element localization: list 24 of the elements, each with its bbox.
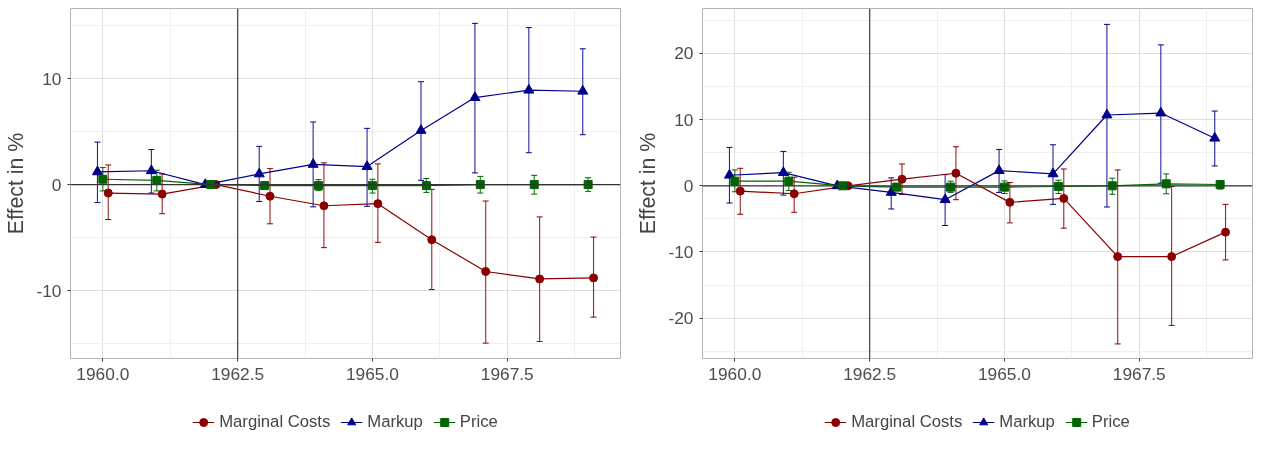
x-tick-label: 1960.0 <box>708 363 762 384</box>
y-tick-label: 0 <box>51 174 62 195</box>
x-tick-label: 1965.0 <box>977 363 1031 384</box>
x-tick-label: 1962.5 <box>843 363 897 384</box>
legend-label: Markup <box>999 412 1055 432</box>
x-tick-label: 1962.5 <box>211 363 265 384</box>
legend-label: Price <box>459 412 498 432</box>
x-tick-label: 1965.0 <box>345 363 399 384</box>
y-tick-label: -10 <box>36 280 62 301</box>
y-axis-title: Effect in % <box>4 132 29 235</box>
y-tick-label: 10 <box>674 109 694 130</box>
y-tick-label: 0 <box>683 175 694 196</box>
legend-label: Markup <box>367 412 423 432</box>
legend-label: Marginal Costs <box>219 412 331 432</box>
legend-label: Marginal Costs <box>851 412 963 432</box>
y-tick-label: -10 <box>668 241 694 262</box>
x-tick-label: 1967.5 <box>480 363 534 384</box>
y-tick-label: -20 <box>668 308 694 329</box>
x-tick-label: 1960.0 <box>76 363 130 384</box>
y-tick-label: 20 <box>674 43 694 64</box>
y-tick-label: 10 <box>42 68 62 89</box>
x-tick-label: 1967.5 <box>1112 363 1166 384</box>
y-axis-title: Effect in % <box>636 132 661 235</box>
legend-label: Price <box>1091 412 1130 432</box>
